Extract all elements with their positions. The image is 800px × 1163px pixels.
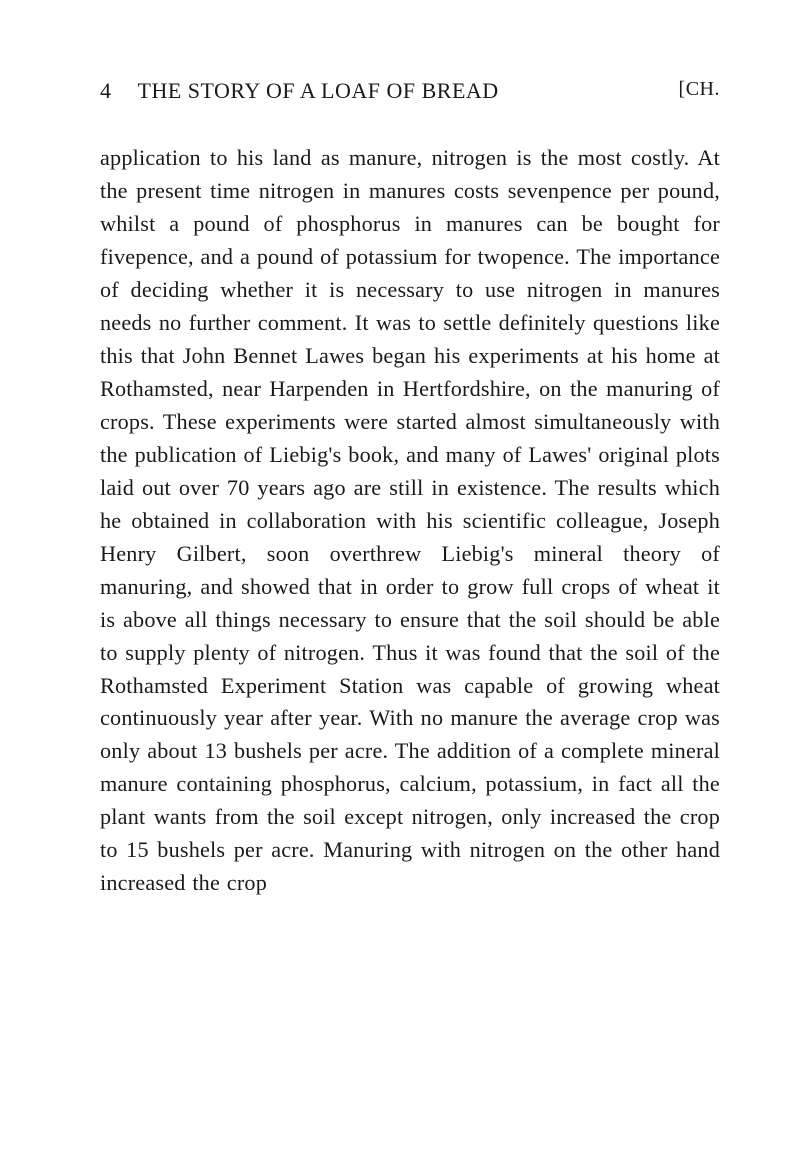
page-title: THE STORY OF A LOAF OF BREAD <box>138 78 499 104</box>
body-paragraph: application to his land as manure, nitro… <box>100 142 720 900</box>
running-header: 4 THE STORY OF A LOAF OF BREAD [CH. <box>100 78 720 104</box>
page-number: 4 <box>100 78 112 104</box>
chapter-marker: [CH. <box>679 78 720 101</box>
book-page: 4 THE STORY OF A LOAF OF BREAD [CH. appl… <box>0 0 800 1163</box>
